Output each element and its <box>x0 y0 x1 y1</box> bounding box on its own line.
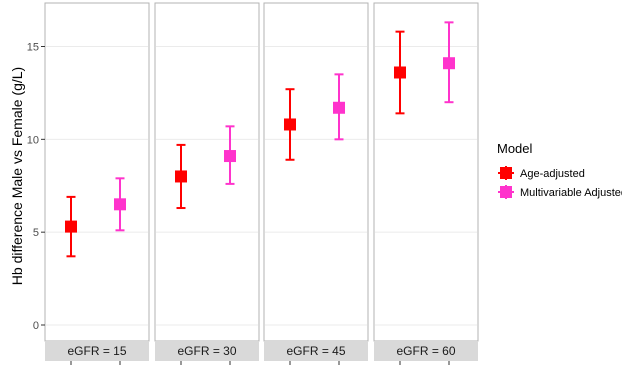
facet-label: eGFR = 45 <box>286 344 345 358</box>
facet-strip <box>264 341 368 361</box>
panel-background <box>263 2 369 342</box>
y-tick-label: 10 <box>27 134 39 146</box>
point-estimate <box>175 170 187 183</box>
panel-background <box>154 2 260 342</box>
legend-title: Model <box>497 141 533 156</box>
y-tick-label: 0 <box>33 320 39 332</box>
panel-background <box>44 2 150 342</box>
facet-label: eGFR = 30 <box>177 344 236 358</box>
point-estimate <box>443 57 455 70</box>
facet-label: eGFR = 60 <box>396 344 455 358</box>
point-estimate <box>333 101 345 114</box>
point-estimate <box>224 150 236 163</box>
y-axis-label: Hb difference Male vs Female (g/L) <box>9 67 25 285</box>
facet-strip <box>45 341 149 361</box>
point-estimate <box>284 118 296 131</box>
point-estimate <box>114 198 126 211</box>
y-axis: 0 5 10 15 <box>27 42 45 332</box>
y-tick-label: 5 <box>33 227 39 239</box>
facet-strip <box>374 341 478 361</box>
panel-background <box>373 2 479 342</box>
facet-strip <box>155 341 259 361</box>
point-estimate <box>65 220 77 233</box>
legend-label: Multivariable Adjusted <box>520 187 622 199</box>
facet-panel: eGFR = 60 <box>373 2 479 365</box>
facet-label: eGFR = 15 <box>67 344 126 358</box>
point-estimate <box>394 66 406 79</box>
facet-panel: eGFR = 15 <box>44 2 150 365</box>
legend-key-square <box>500 167 512 179</box>
facet-panel: eGFR = 45 <box>263 2 369 365</box>
legend: Model Age-adjusted Multivariable Adjusted <box>497 141 622 199</box>
facet-panel: eGFR = 30 <box>154 2 260 365</box>
y-tick-label: 15 <box>27 42 39 54</box>
legend-label: Age-adjusted <box>520 168 585 180</box>
facet-panels: eGFR = 15 eGFR = 30 eGFR = 45 eGFR = 60 <box>44 2 479 365</box>
legend-key-square <box>500 186 512 198</box>
